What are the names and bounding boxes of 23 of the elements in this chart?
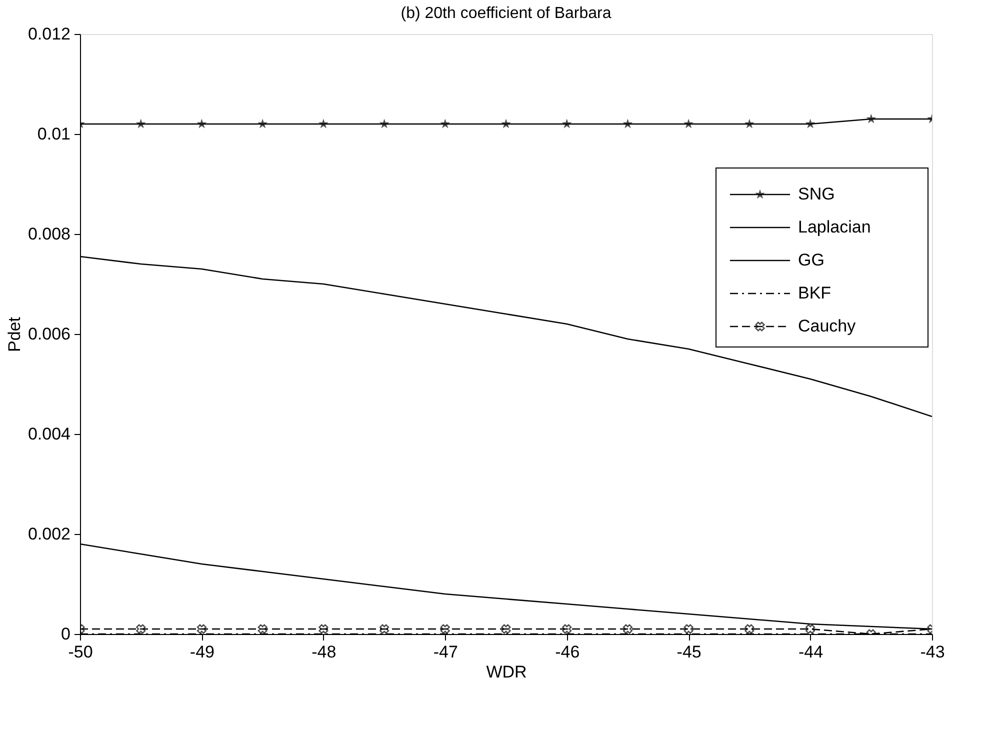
- y-tick-label: 0: [61, 624, 70, 644]
- chart-title: (b) 20th coefficient of Barbara: [400, 5, 612, 22]
- x-tick-label: -44: [798, 642, 824, 662]
- y-tick-label: 0.008: [28, 224, 70, 244]
- legend-label: SNG: [798, 184, 835, 204]
- x-tick-label: -47: [433, 642, 458, 662]
- y-tick-label: 0.004: [28, 424, 70, 444]
- x-tick-label: -50: [68, 642, 93, 662]
- y-tick-label: 0.006: [28, 324, 70, 344]
- y-tick-label: 0.002: [28, 524, 70, 544]
- legend-label: Laplacian: [798, 218, 871, 236]
- x-tick-label: -49: [190, 642, 215, 662]
- legend-label: GG: [798, 250, 824, 270]
- legend-label: BKF: [798, 284, 832, 302]
- y-tick-label: 0.01: [37, 124, 70, 144]
- x-tick-label: -45: [676, 642, 702, 662]
- x-axis-title: WDR: [486, 662, 527, 682]
- x-tick-label: -46: [555, 642, 580, 662]
- x-tick-label: -43: [920, 642, 945, 662]
- y-axis-title: Pdet: [4, 316, 24, 352]
- x-tick-label: -48: [312, 642, 336, 662]
- legend-label: Cauchy: [798, 316, 856, 336]
- y-tick-label: 0.012: [28, 24, 70, 44]
